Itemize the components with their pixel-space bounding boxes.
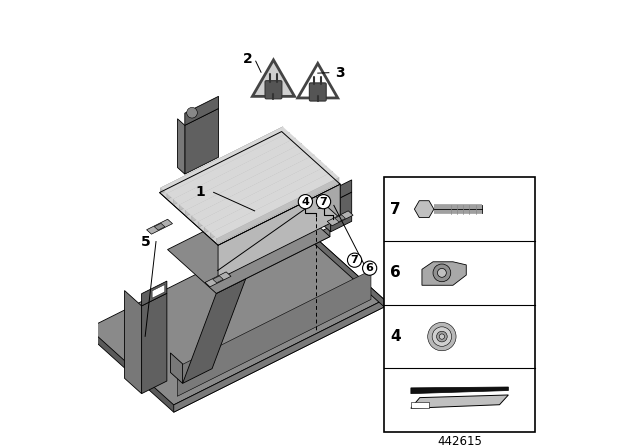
Text: 7: 7	[390, 202, 401, 217]
Polygon shape	[152, 284, 164, 298]
Circle shape	[438, 268, 446, 277]
Polygon shape	[173, 138, 295, 205]
Polygon shape	[218, 184, 340, 280]
FancyBboxPatch shape	[384, 177, 535, 432]
Text: 3: 3	[335, 66, 345, 80]
Polygon shape	[177, 119, 185, 174]
Polygon shape	[179, 144, 308, 210]
Polygon shape	[276, 162, 287, 169]
Text: 7: 7	[319, 197, 328, 207]
Polygon shape	[173, 138, 295, 205]
Circle shape	[298, 194, 312, 209]
Polygon shape	[173, 300, 384, 412]
Circle shape	[432, 327, 452, 346]
Polygon shape	[192, 155, 320, 221]
Circle shape	[348, 253, 362, 267]
Polygon shape	[211, 172, 333, 238]
Polygon shape	[415, 201, 434, 218]
Polygon shape	[161, 127, 289, 194]
Polygon shape	[282, 132, 340, 218]
Polygon shape	[177, 270, 371, 396]
Polygon shape	[179, 144, 301, 211]
Polygon shape	[217, 177, 339, 244]
Polygon shape	[192, 155, 314, 222]
Polygon shape	[298, 64, 338, 98]
Circle shape	[316, 194, 331, 209]
Polygon shape	[141, 281, 167, 306]
Polygon shape	[179, 144, 301, 211]
Polygon shape	[185, 108, 218, 174]
Text: 6: 6	[390, 265, 401, 280]
Polygon shape	[161, 127, 283, 194]
Polygon shape	[167, 132, 289, 199]
Polygon shape	[173, 138, 301, 205]
Polygon shape	[335, 215, 346, 222]
Polygon shape	[212, 276, 223, 283]
Circle shape	[428, 323, 456, 351]
Text: 5: 5	[141, 235, 150, 249]
Text: 4: 4	[301, 197, 309, 207]
Text: 2: 2	[243, 52, 253, 65]
Polygon shape	[167, 132, 289, 199]
Polygon shape	[147, 219, 173, 234]
Polygon shape	[211, 172, 339, 238]
Polygon shape	[411, 401, 429, 408]
Polygon shape	[331, 180, 352, 202]
Polygon shape	[168, 193, 330, 293]
Circle shape	[439, 334, 445, 339]
Text: 4: 4	[390, 329, 401, 344]
Polygon shape	[269, 158, 294, 173]
Polygon shape	[88, 223, 384, 405]
Polygon shape	[411, 395, 508, 408]
Polygon shape	[154, 223, 165, 230]
Polygon shape	[204, 166, 326, 233]
Polygon shape	[159, 132, 340, 245]
Polygon shape	[182, 279, 246, 383]
Polygon shape	[216, 227, 330, 293]
Polygon shape	[186, 149, 308, 216]
Polygon shape	[161, 127, 283, 194]
Text: 442615: 442615	[437, 435, 482, 448]
Polygon shape	[186, 149, 314, 216]
Polygon shape	[192, 155, 314, 222]
Polygon shape	[211, 172, 333, 238]
Text: 1: 1	[195, 185, 205, 199]
Polygon shape	[125, 291, 141, 394]
Polygon shape	[204, 166, 333, 233]
Polygon shape	[205, 272, 231, 287]
Polygon shape	[316, 190, 331, 232]
Polygon shape	[141, 293, 167, 394]
Polygon shape	[331, 192, 352, 232]
Polygon shape	[186, 149, 308, 216]
Polygon shape	[170, 353, 182, 383]
Polygon shape	[252, 60, 294, 96]
Circle shape	[436, 331, 447, 342]
Polygon shape	[217, 177, 339, 244]
Circle shape	[187, 108, 197, 118]
Polygon shape	[422, 262, 467, 285]
Polygon shape	[299, 223, 384, 307]
FancyBboxPatch shape	[265, 81, 282, 99]
Circle shape	[433, 264, 451, 282]
Polygon shape	[198, 160, 320, 227]
Polygon shape	[198, 160, 320, 227]
Polygon shape	[411, 387, 508, 394]
Polygon shape	[88, 230, 384, 412]
FancyBboxPatch shape	[309, 83, 326, 101]
Polygon shape	[198, 160, 326, 227]
Polygon shape	[327, 211, 353, 226]
Polygon shape	[185, 96, 218, 125]
Polygon shape	[167, 132, 295, 199]
Polygon shape	[204, 166, 326, 233]
Circle shape	[362, 261, 377, 275]
Text: 7: 7	[351, 255, 358, 265]
Text: 6: 6	[365, 263, 374, 273]
